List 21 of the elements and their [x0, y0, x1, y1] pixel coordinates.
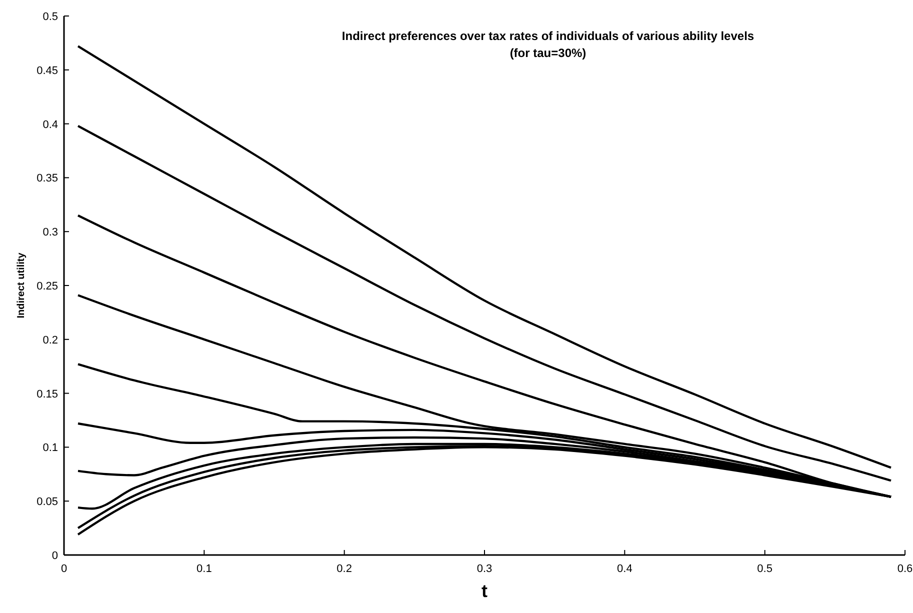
- y-tick-label: 0.3: [42, 226, 58, 239]
- x-axis-title: t: [482, 581, 488, 601]
- y-tick-label: 0.05: [36, 496, 58, 508]
- y-tick-label: 0.4: [42, 118, 58, 131]
- x-tick-label: 0: [60, 563, 68, 575]
- y-tick-label: 0.35: [36, 172, 58, 185]
- x-tick-label: 0.3: [476, 563, 492, 575]
- y-tick-label: 0.2: [42, 334, 58, 346]
- x-tick-label: 0.6: [897, 563, 913, 575]
- x-tick-label: 0.1: [196, 563, 212, 575]
- y-tick-label: 0: [52, 550, 58, 562]
- y-axis-title: Indirect utility: [16, 252, 27, 318]
- y-tick-label: 0.15: [36, 388, 58, 400]
- y-tick-label: 0.1: [42, 442, 58, 454]
- text: Indirect preferences over tax rates of individuals of various ability levels (for tau=30%): [342, 29, 754, 60]
- x-tick-label: 0.5: [757, 563, 772, 575]
- y-tick-label: 0.25: [36, 280, 58, 292]
- y-tick-label: 0.5: [42, 11, 58, 23]
- x-tick-label: 0.2: [336, 563, 352, 575]
- x-tick-label: 0.4: [617, 563, 632, 575]
- y-tick-label: 0.45: [36, 64, 58, 77]
